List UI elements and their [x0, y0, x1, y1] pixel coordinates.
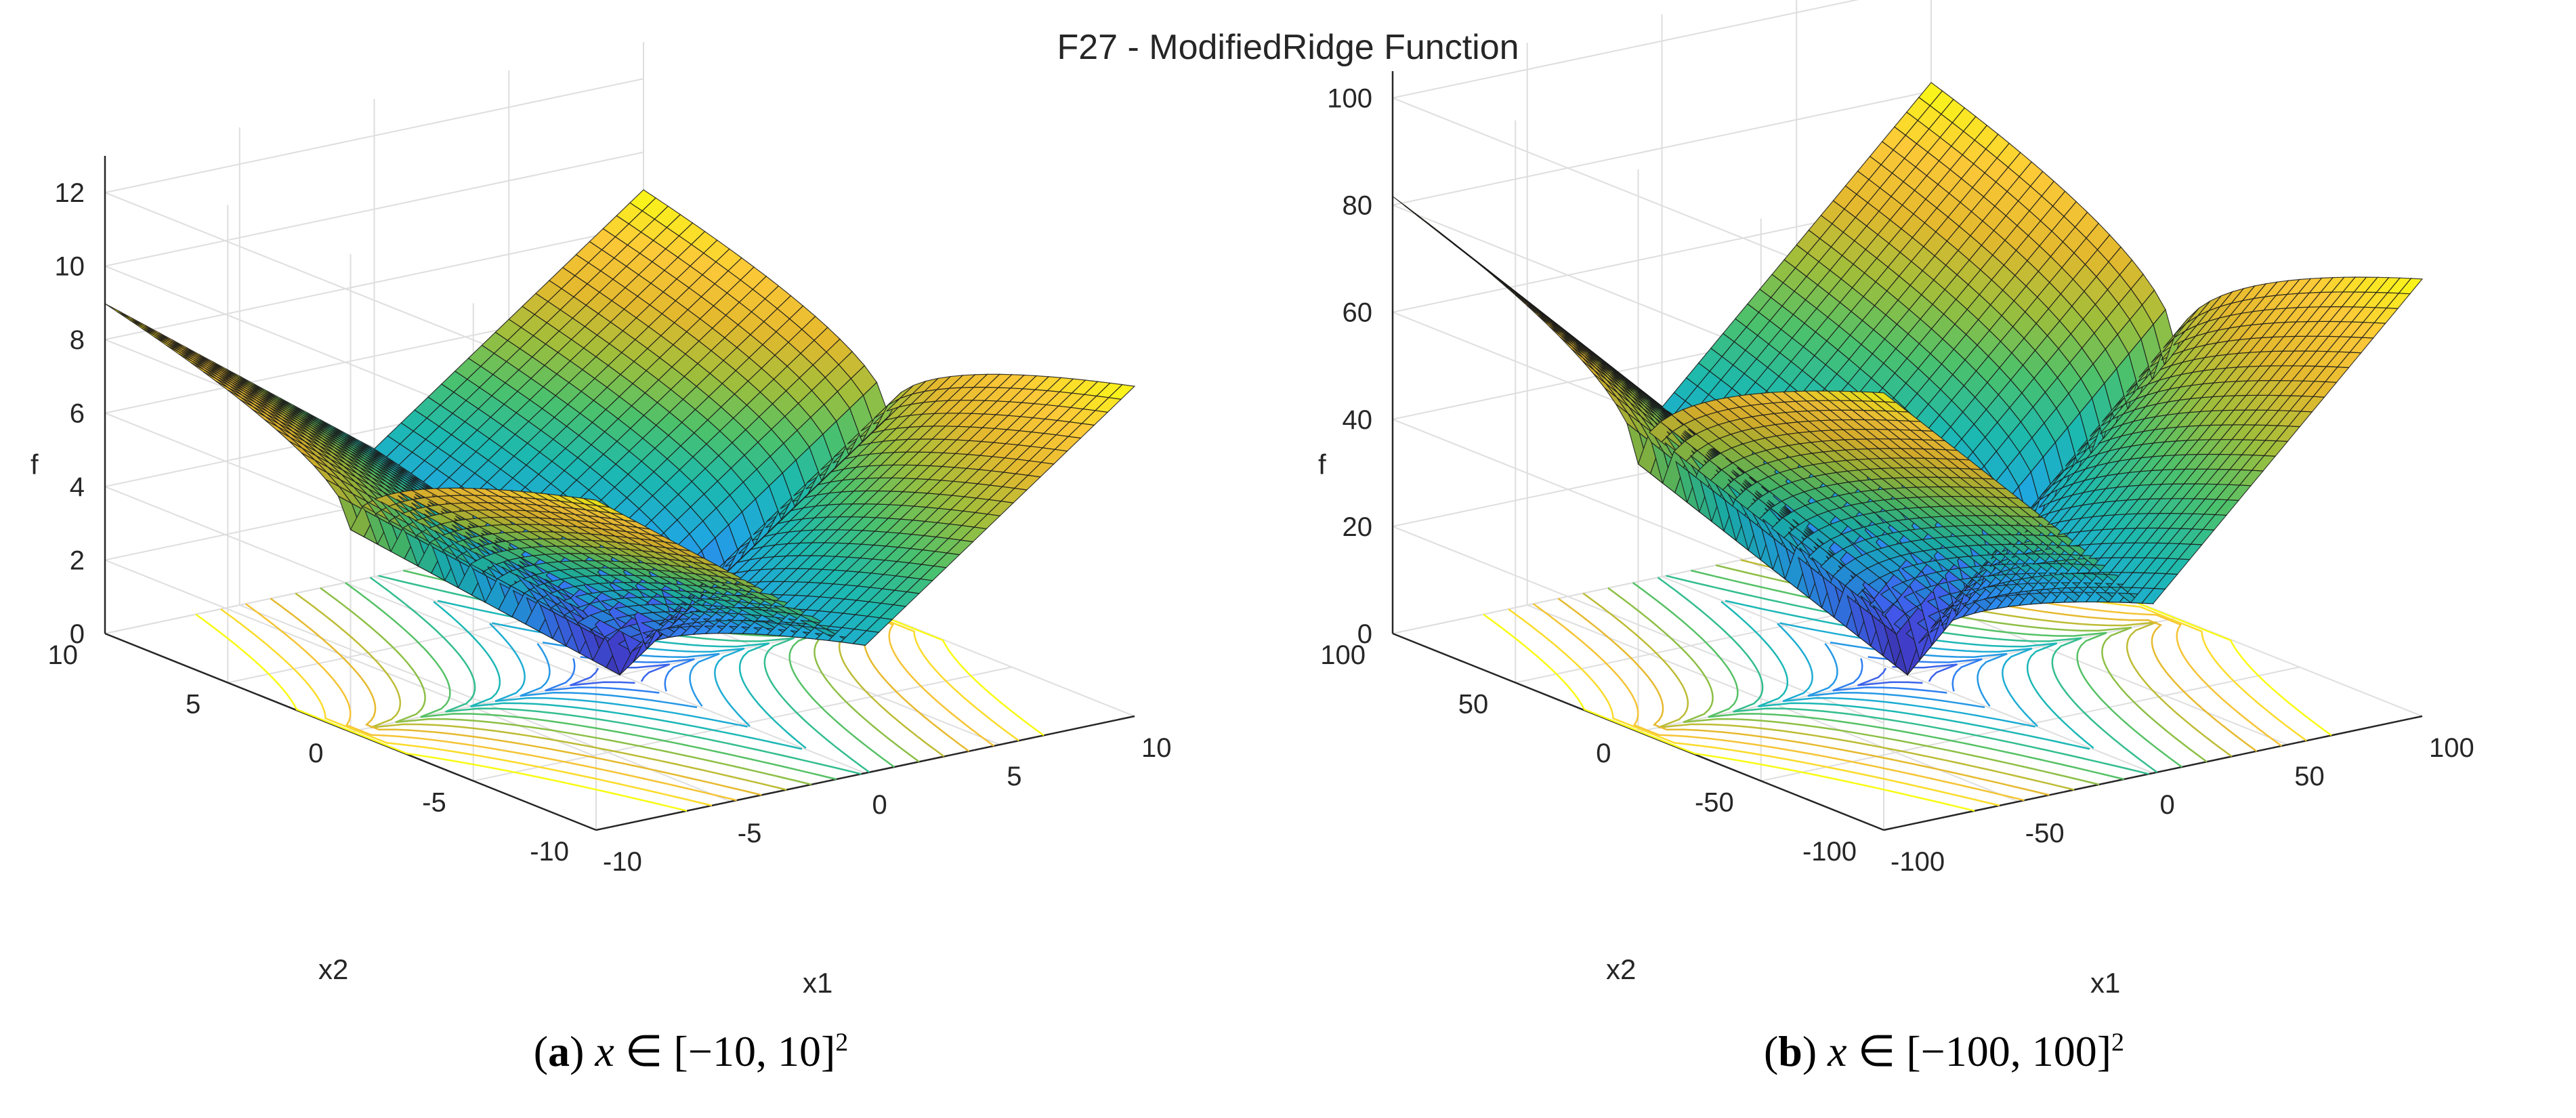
caption-a-label: a — [548, 1027, 570, 1075]
contour-line — [1777, 623, 2035, 728]
y-axis-label: x2 — [318, 953, 348, 985]
surface — [1392, 81, 2424, 676]
contour-line — [1832, 658, 1947, 694]
x-tick-label: -50 — [2025, 819, 2065, 848]
tick-labels: 0 20 40 60 80 100 -100 -50 0 50 100 -100 -50 0 50 100 — [1320, 84, 2474, 877]
z-tick-label: 100 — [1327, 84, 1372, 114]
caption-a: (a) x ∈ [−10, 10]2 — [533, 1027, 849, 1075]
x-tick-label: 50 — [2294, 762, 2325, 791]
caption-b-var: x — [1828, 1027, 1847, 1075]
surface-plot-b: 0 20 40 60 80 100 -100 -50 0 50 100 -100 -50 0 50 100 f x… — [1318, 0, 2474, 999]
contour-line — [344, 581, 837, 781]
z-tick-label: 8 — [70, 325, 85, 355]
x-tick-label: 0 — [2160, 790, 2175, 820]
z-tick-label: 80 — [1343, 191, 1373, 221]
x-tick-label: 100 — [2429, 733, 2474, 763]
contour-line — [433, 600, 803, 750]
gridline — [1527, 604, 2019, 802]
contour-line — [195, 613, 688, 812]
contour-line — [1779, 622, 2038, 727]
y-tick-label: 100 — [1320, 640, 1366, 670]
caption-b-label: b — [1778, 1027, 1802, 1075]
contour-line — [1691, 569, 2183, 768]
x-axis-label: x1 — [803, 967, 832, 999]
contour-line — [1508, 608, 2000, 807]
y-tick-label: -100 — [1802, 837, 1857, 867]
caption-a-power: 2 — [835, 1028, 849, 1057]
surface-patch — [2398, 278, 2424, 295]
contour-line — [1532, 603, 2025, 802]
z-tick-label: 60 — [1343, 298, 1373, 328]
x-axis-label: x1 — [2090, 967, 2120, 999]
contour-line — [220, 608, 713, 807]
contour-line — [270, 598, 762, 796]
contour-line — [1657, 577, 2149, 775]
z-tick-label: 6 — [70, 399, 85, 429]
caption-b-range: [−100, 100] — [1906, 1027, 2112, 1075]
x-tick-label: -5 — [738, 819, 762, 848]
surface — [104, 189, 1136, 676]
x-tick-label: -10 — [603, 847, 642, 877]
contour-line — [320, 587, 812, 786]
y-tick-label: -50 — [1695, 788, 1734, 818]
tick-labels: 0 2 4 6 8 10 12 -10 -5 0 5 10 -10 -5 0 5 10 — [48, 178, 1172, 877]
contour-line — [489, 623, 748, 728]
y-tick-label: 10 — [48, 640, 79, 670]
z-axis-label: f — [1318, 449, 1326, 480]
axis-labels: f x2 x1 — [1318, 449, 2120, 999]
contour-line — [1557, 598, 2050, 796]
caption-b: (b) x ∈ [−100, 100]2 — [1763, 1027, 2125, 1075]
contour-line — [1582, 592, 2075, 791]
z-tick-label: 12 — [55, 178, 85, 208]
x-tick-label: -100 — [1891, 847, 1945, 877]
y-tick-label: 5 — [186, 690, 200, 720]
contour-line — [1666, 575, 2158, 773]
y-tick-label: -5 — [422, 788, 446, 818]
figure-title: F27 - ModifiedRidge Function — [1057, 28, 1519, 67]
y-tick-label: 0 — [308, 739, 323, 768]
axis-labels: f x2 x1 — [30, 449, 832, 999]
z-tick-label: 20 — [1343, 512, 1373, 542]
contour-line — [1720, 600, 2090, 750]
z-tick-label: 10 — [55, 252, 85, 282]
contour-line — [369, 577, 862, 775]
z-tick-label: 40 — [1343, 405, 1373, 435]
contour-line — [570, 667, 635, 686]
z-axis-label: f — [30, 449, 39, 480]
x-tick-label: 0 — [872, 790, 887, 820]
caption-a-var: x — [595, 1027, 614, 1075]
contour-line — [545, 658, 660, 694]
z-tick-label: 2 — [70, 546, 85, 576]
surface-patch — [1107, 384, 1136, 400]
x-tick-label: 10 — [1141, 733, 1172, 763]
contour-line — [1857, 667, 1923, 686]
y-tick-label: -10 — [530, 837, 569, 867]
z-tick-label: 4 — [70, 472, 85, 502]
y-axis-label: x2 — [1606, 953, 1636, 985]
caption-b-power: 2 — [2111, 1028, 2125, 1057]
contour-line — [1725, 600, 2094, 749]
contour-line — [520, 642, 698, 709]
contour-line — [1483, 613, 1975, 812]
y-tick-label: 0 — [1596, 739, 1611, 768]
contour-line — [245, 603, 737, 802]
contour-line — [1632, 581, 2124, 781]
x-tick-label: 5 — [1007, 762, 1021, 791]
contour-line — [1607, 587, 2100, 786]
surface-plot-a: 0 2 4 6 8 10 12 -10 -5 0 5 10 -10 -5 0 5 10 f x2 x1 — [30, 42, 1172, 999]
contour-line — [1807, 642, 1985, 709]
y-tick-label: 50 — [1458, 690, 1489, 720]
z-tick-label: 0 — [1357, 619, 1372, 649]
z-tick-label: 0 — [70, 619, 85, 649]
contour-line — [295, 592, 787, 791]
caption-a-range: [−10, 10] — [673, 1027, 836, 1075]
